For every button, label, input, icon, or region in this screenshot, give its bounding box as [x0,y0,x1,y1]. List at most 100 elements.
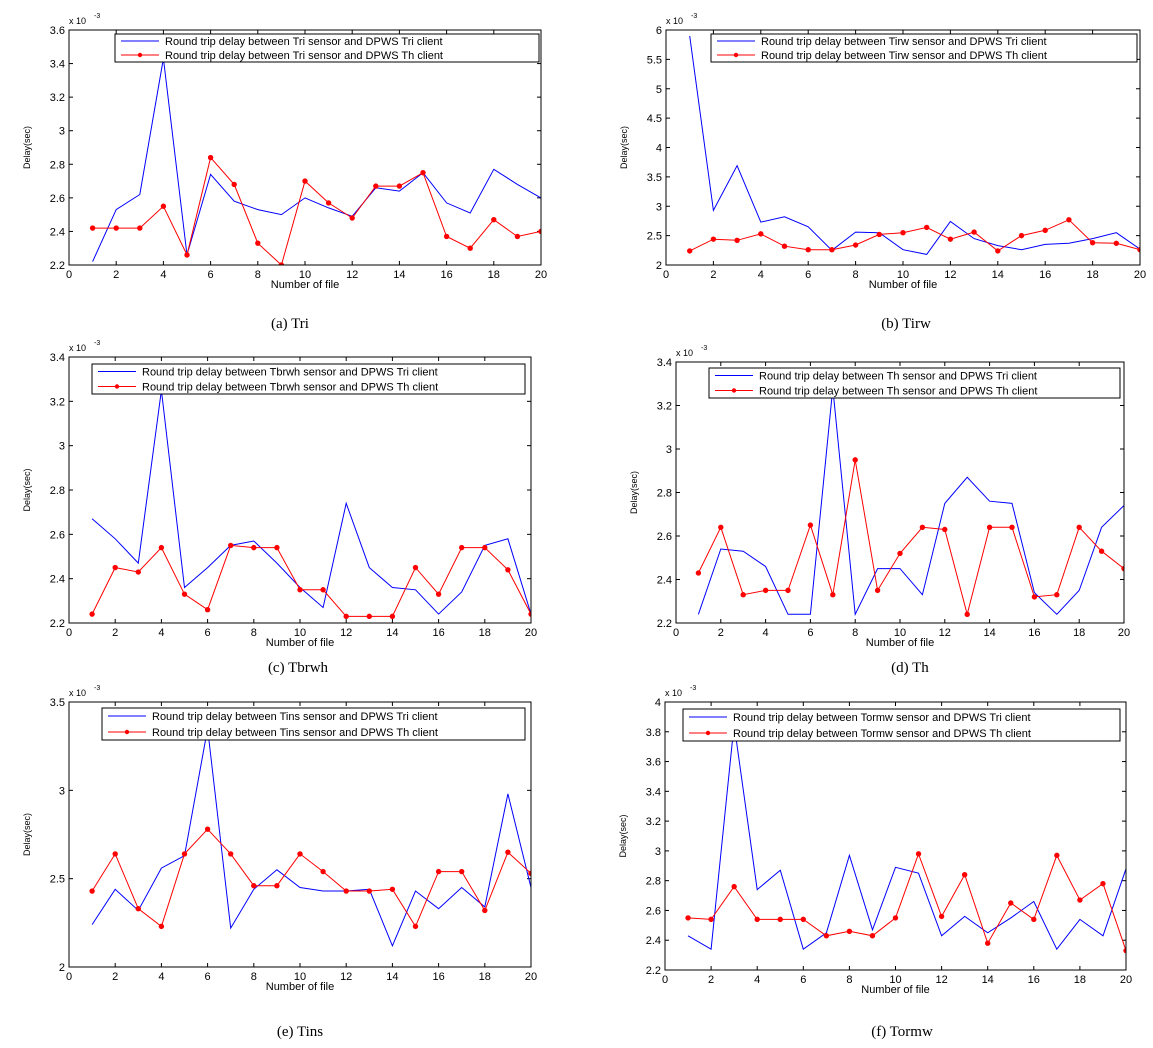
y-tick-label: 3.4 [657,357,672,369]
y-exponent: -3 [690,685,696,692]
chart-panel-c: 0 2 4 6 8 10 12 14 16 18 20 2.2 2.4 2.6 2.8 3 3.2 3.4 Numb… [22,340,537,676]
data-point [718,524,724,530]
tick-marks [665,29,1141,266]
y-tick-label: 3.8 [646,727,661,739]
x-tick-label: 18 [479,971,491,983]
data-point [1009,524,1015,530]
legend-label-1: Round trip delay between Tirw sensor and… [761,36,1047,48]
data-point [366,613,372,620]
data-point [846,928,853,934]
y-tick-label: 3 [59,441,65,453]
data-point [435,868,442,875]
y-exponent: -3 [94,13,100,20]
x-tick-label: 16 [440,269,452,281]
x-tick-label: 6 [805,269,811,281]
data-point [1054,592,1060,598]
data-point [1066,217,1072,223]
data-point [181,591,188,597]
x-tick-label: 16 [1028,974,1040,986]
data-point [366,888,372,894]
data-point [482,544,488,551]
y-multiplier: x 10 [676,348,693,358]
y-tick-label: 3.6 [50,25,65,37]
data-point [869,933,876,939]
series-line-1 [687,724,1126,951]
data-point [514,233,521,240]
y-axis-label: Delay(sec) [618,814,628,857]
data-point [135,906,142,912]
data-point [181,851,188,857]
data-point [343,888,349,894]
legend-label-2: Round trip delay between Tins sensor and… [152,727,438,739]
data-point [274,883,280,889]
y-tick-label: 2.4 [50,574,65,586]
legend-marker [137,52,143,58]
legend-label-1: Round trip delay between Tormw sensor an… [733,712,1031,724]
data-point [112,564,118,571]
data-point [1018,232,1025,239]
x-tick-label: 12 [340,627,352,639]
x-tick-label: 14 [393,269,405,281]
x-tick-label: 2 [112,971,118,983]
data-point [754,916,760,923]
data-point [89,888,95,894]
x-tick-label: 8 [853,269,859,281]
data-point [1054,852,1060,859]
data-point [204,826,211,832]
panel-caption: (b) Tirw [881,316,931,332]
y-tick-label: 3 [655,846,661,858]
y-multiplier: x 10 [665,688,682,698]
y-axis-label: Delay(sec) [22,468,32,511]
data-point [685,915,691,921]
x-tick-label: 18 [479,627,491,639]
x-tick-label: 0 [66,627,72,639]
y-tick-label: 2.2 [50,260,65,272]
data-point [297,851,303,857]
y-tick-label: 2.8 [657,488,672,500]
data-point [89,225,96,231]
data-point [137,225,143,231]
x-tick-label: 10 [897,269,909,281]
data-point [947,236,954,242]
plot-frame [664,701,1127,971]
x-axis-label: Number of file [266,637,334,649]
data-point [1077,897,1083,903]
legend-box [101,707,526,741]
chart-panel-b: 0 2 4 6 8 10 12 14 16 18 2022.533.544.555.56Number… [619,13,1146,332]
data-point [781,243,788,249]
data-point [505,567,511,573]
data-point [158,544,165,551]
y-tick-label: 3.2 [50,92,65,104]
y-tick-label: 5 [656,84,662,96]
x-tick-label: 6 [205,627,211,639]
y-tick-label: 2.6 [50,529,65,541]
legend-label-2: Round trip delay between Th sensor and D… [759,386,1037,398]
data-point [228,542,234,549]
y-axis-label: Delay(sec) [22,813,32,856]
y-tick-label: 2.6 [50,193,65,205]
plot-frame [68,356,532,624]
chart-panel-f: 0 2 4 6 8 10 12 14 16 18 20 2.2 2.4 2.6 2.8 3 3.2 3.4 3.6 3… [618,685,1132,1040]
legend: Round trip delay between Tri sensor and … [114,33,540,63]
data-point [160,203,167,209]
y-tick-label: 3.2 [646,816,661,828]
y-multiplier: x 10 [666,16,683,26]
data-point [389,613,396,620]
x-tick-label: 14 [386,627,398,639]
y-tick-label: 2.8 [50,485,65,497]
x-tick-label: 18 [488,269,500,281]
y-exponent: -3 [701,345,707,352]
x-tick-label: 2 [710,269,716,281]
x-tick-label: 16 [1028,627,1040,639]
x-tick-label: 0 [662,974,668,986]
data-point [1076,524,1082,530]
legend: Round trip delay between Th sensor and D… [708,367,1121,399]
x-axis-label: Number of file [866,637,934,649]
x-tick-label: 12 [939,627,951,639]
data-point [184,252,190,258]
data-point [412,564,419,571]
x-tick-label: 12 [346,269,358,281]
data-point [1098,548,1105,554]
legend-label-1: Round trip delay between Tins sensor and… [152,711,438,723]
x-tick-label: 14 [983,627,995,639]
